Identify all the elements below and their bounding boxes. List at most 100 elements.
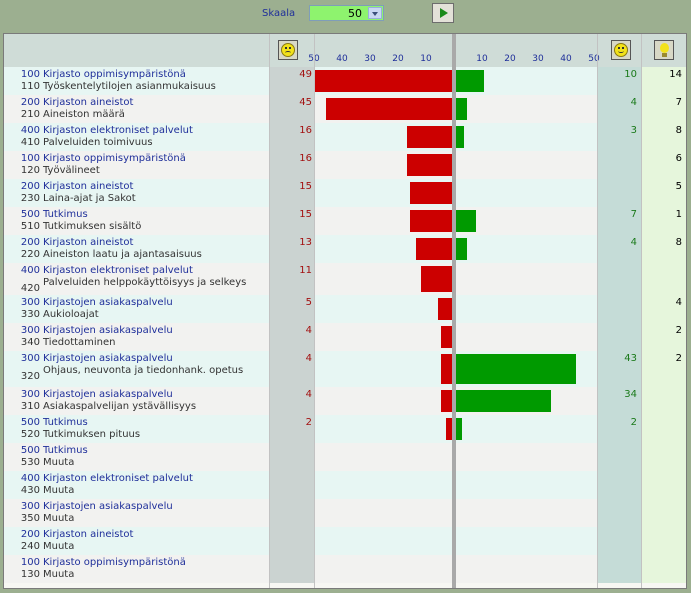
negative-bar[interactable] xyxy=(415,238,452,260)
negative-bar[interactable] xyxy=(440,354,452,384)
positive-count-cell xyxy=(597,555,641,583)
subcategory-code: 510 xyxy=(20,221,40,232)
idea-count-cell: 6 xyxy=(641,151,686,179)
negative-bar[interactable] xyxy=(407,154,452,176)
category-code: 500 xyxy=(20,417,40,428)
subcategory-code: 240 xyxy=(20,541,40,552)
negative-count: 4 xyxy=(305,325,312,336)
idea-count-cell: 8 xyxy=(641,123,686,151)
category-name: Kirjastojen asiakaspalvelu xyxy=(43,325,173,336)
axis-tick-positive: 50 xyxy=(588,54,600,64)
subcategory-name: Tutkimuksen pituus xyxy=(43,429,141,440)
negative-count-cell: 11 xyxy=(269,263,314,295)
table-row[interactable]: 100 Kirjasto oppimisympäristönä 130 Muuta xyxy=(4,555,686,583)
category-name: Kirjastojen asiakaspalvelu xyxy=(43,501,173,512)
table-row[interactable]: 100 Kirjasto oppimisympäristönä 110 Työsken… xyxy=(4,67,686,95)
negative-count-cell: 49 xyxy=(269,67,314,95)
table-row[interactable]: 300 Kirjastojen asiakaspalvelu 320 Ohjaus, … xyxy=(4,351,686,387)
play-button[interactable] xyxy=(432,3,454,23)
axis-tick-negative: 20 xyxy=(392,54,404,64)
table-row[interactable]: 400 Kirjaston elektroniset palvelut 430 Muu… xyxy=(4,471,686,499)
positive-bar[interactable] xyxy=(456,418,462,440)
negative-count-cell xyxy=(269,555,314,583)
category-name: Tutkimus xyxy=(43,445,88,456)
table-row[interactable]: 500 Tutkimus 510 Tutkimuksen sisältö 15 7 1 xyxy=(4,207,686,235)
table-row[interactable]: 400 Kirjaston elektroniset palvelut 420 Pal… xyxy=(4,263,686,295)
column-divider xyxy=(269,34,270,588)
subcategory-name: Tiedottaminen xyxy=(43,337,116,348)
idea-count: 8 xyxy=(675,237,682,248)
table-row[interactable]: 200 Kirjaston aineistot 240 Muuta xyxy=(4,527,686,555)
table-row[interactable]: 100 Kirjasto oppimisympäristönä 120 Työväli… xyxy=(4,151,686,179)
positive-count: 43 xyxy=(624,353,637,364)
row-label: 500 Tutkimus 510 Tutkimuksen sisältö xyxy=(4,207,269,235)
negative-count-cell: 13 xyxy=(269,235,314,263)
scale-select[interactable]: 50 xyxy=(309,5,384,21)
idea-count-cell xyxy=(641,387,686,415)
table-row[interactable]: 400 Kirjaston elektroniset palvelut 410 Pal… xyxy=(4,123,686,151)
negative-count-cell xyxy=(269,499,314,527)
category-name: Kirjaston aineistot xyxy=(43,237,134,248)
positive-bar[interactable] xyxy=(456,70,484,92)
idea-count: 1 xyxy=(675,209,682,220)
row-label: 200 Kirjaston aineistot 240 Muuta xyxy=(4,527,269,555)
positive-bar[interactable] xyxy=(456,390,552,412)
positive-count: 2 xyxy=(630,417,637,428)
idea-count: 8 xyxy=(675,125,682,136)
category-name: Kirjaston aineistot xyxy=(43,181,134,192)
chart-header: 50 40 30 20 10 10 20 30 40 50 xyxy=(4,34,686,67)
negative-bar[interactable] xyxy=(438,298,452,320)
toolbar: Skaala 50 xyxy=(0,0,691,31)
positive-bar[interactable] xyxy=(456,126,465,148)
row-label: 500 Tutkimus 520 Tutkimuksen pituus xyxy=(4,415,269,443)
negative-bar[interactable] xyxy=(440,390,452,412)
table-row[interactable]: 300 Kirjastojen asiakaspalvelu 330 Aukioloa… xyxy=(4,295,686,323)
table-row[interactable]: 300 Kirjastojen asiakaspalvelu 350 Muuta xyxy=(4,499,686,527)
positive-bar[interactable] xyxy=(456,210,476,232)
table-row[interactable]: 300 Kirjastojen asiakaspalvelu 340 Tiedotta… xyxy=(4,323,686,351)
negative-bar[interactable] xyxy=(446,418,452,440)
table-row[interactable]: 200 Kirjaston aineistot 220 Aineiston laatu… xyxy=(4,235,686,263)
category-code: 300 xyxy=(20,325,40,336)
positive-bar[interactable] xyxy=(456,354,577,384)
column-divider xyxy=(641,34,642,588)
positive-bar[interactable] xyxy=(456,98,468,120)
idea-count-cell: 1 xyxy=(641,207,686,235)
idea-count-cell: 5 xyxy=(641,179,686,207)
negative-bar[interactable] xyxy=(410,182,452,204)
subcategory-name: Työskentelytilojen asianmukaisuus xyxy=(43,81,216,92)
sad-face-icon xyxy=(278,40,298,60)
row-label: 200 Kirjaston aineistot 210 Aineiston määrä xyxy=(4,95,269,123)
table-row[interactable]: 300 Kirjastojen asiakaspalvelu 310 Asiakasp… xyxy=(4,387,686,415)
idea-count-cell: 2 xyxy=(641,351,686,387)
chevron-down-icon[interactable] xyxy=(368,7,382,19)
positive-count-cell xyxy=(597,323,641,351)
subcategory-code: 220 xyxy=(20,249,40,260)
table-row[interactable]: 500 Tutkimus 530 Muuta xyxy=(4,443,686,471)
subcategory-code: 310 xyxy=(20,401,40,412)
positive-count: 3 xyxy=(630,125,637,136)
subcategory-code: 410 xyxy=(20,137,40,148)
table-row[interactable]: 500 Tutkimus 520 Tutkimuksen pituus 2 2 xyxy=(4,415,686,443)
negative-bar[interactable] xyxy=(421,266,452,292)
positive-bar[interactable] xyxy=(456,238,468,260)
negative-bar[interactable] xyxy=(326,98,452,120)
zero-axis-line xyxy=(452,34,456,588)
column-divider xyxy=(314,34,315,588)
table-row[interactable]: 200 Kirjaston aineistot 210 Aineiston määrä… xyxy=(4,95,686,123)
negative-bar[interactable] xyxy=(407,126,452,148)
negative-bar[interactable] xyxy=(314,70,452,92)
row-label: 100 Kirjasto oppimisympäristönä 130 Muuta xyxy=(4,555,269,583)
negative-bar[interactable] xyxy=(410,210,452,232)
negative-count: 4 xyxy=(305,353,312,364)
category-code: 500 xyxy=(20,209,40,220)
subcategory-name: Laina-ajat ja Sakot xyxy=(43,193,136,204)
table-row[interactable]: 200 Kirjaston aineistot 230 Laina-ajat ja S… xyxy=(4,179,686,207)
positive-count-cell: 4 xyxy=(597,95,641,123)
axis-tick-negative: 50 xyxy=(305,54,323,64)
column-divider xyxy=(597,34,598,588)
negative-bar[interactable] xyxy=(440,326,452,348)
subcategory-code: 340 xyxy=(20,337,40,348)
positive-count-cell: 7 xyxy=(597,207,641,235)
category-name: Kirjaston elektroniset palvelut xyxy=(43,473,193,484)
